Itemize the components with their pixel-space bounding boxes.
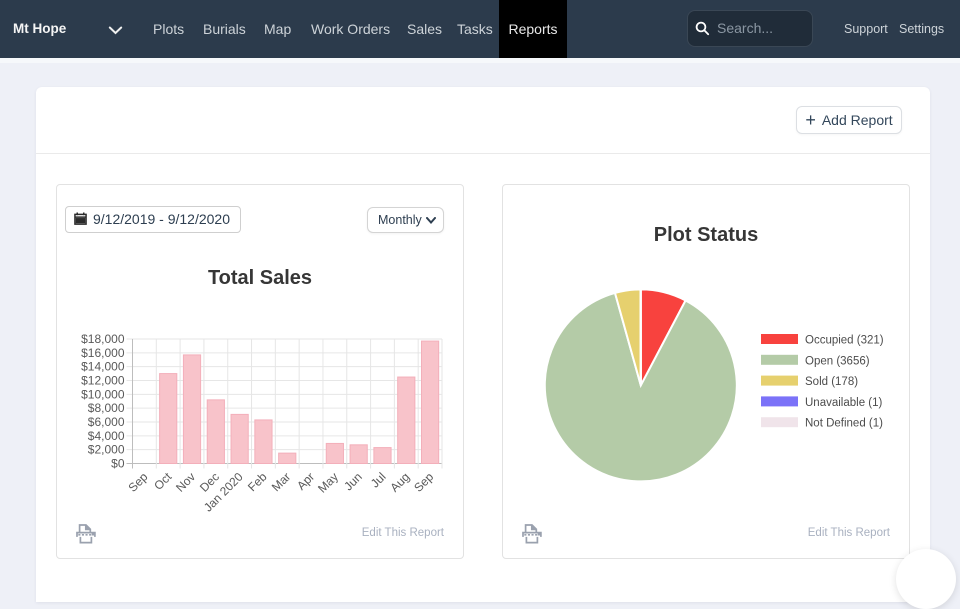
svg-text:$8,000: $8,000	[88, 401, 125, 415]
svg-text:Feb: Feb	[245, 469, 270, 494]
svg-text:Aug: Aug	[387, 470, 412, 495]
svg-text:$14,000: $14,000	[81, 360, 125, 374]
svg-text:$0: $0	[111, 457, 125, 471]
svg-text:$2,000: $2,000	[88, 443, 125, 457]
svg-text:Mar: Mar	[269, 470, 294, 495]
svg-text:May: May	[315, 470, 341, 496]
svg-text:Sep: Sep	[126, 469, 151, 494]
svg-text:$10,000: $10,000	[81, 387, 125, 401]
svg-text:Unavailable (1): Unavailable (1)	[805, 397, 883, 409]
svg-text:Apr: Apr	[294, 470, 317, 493]
svg-text:$4,000: $4,000	[88, 429, 125, 443]
svg-text:Jul: Jul	[368, 470, 389, 491]
svg-text:Nov: Nov	[173, 470, 198, 495]
svg-text:$6,000: $6,000	[88, 415, 125, 429]
svg-text:Sep: Sep	[411, 469, 436, 494]
svg-text:Oct: Oct	[151, 469, 175, 493]
svg-text:Sold (178): Sold (178)	[805, 376, 858, 388]
svg-text:Jun: Jun	[341, 470, 365, 494]
svg-text:$18,000: $18,000	[81, 332, 125, 346]
svg-text:Open (3656): Open (3656)	[805, 355, 870, 367]
svg-text:Not Defined (1): Not Defined (1)	[805, 418, 883, 430]
svg-text:Occupied (321): Occupied (321)	[805, 335, 884, 347]
svg-text:$12,000: $12,000	[81, 374, 125, 388]
svg-text:$16,000: $16,000	[81, 346, 125, 360]
